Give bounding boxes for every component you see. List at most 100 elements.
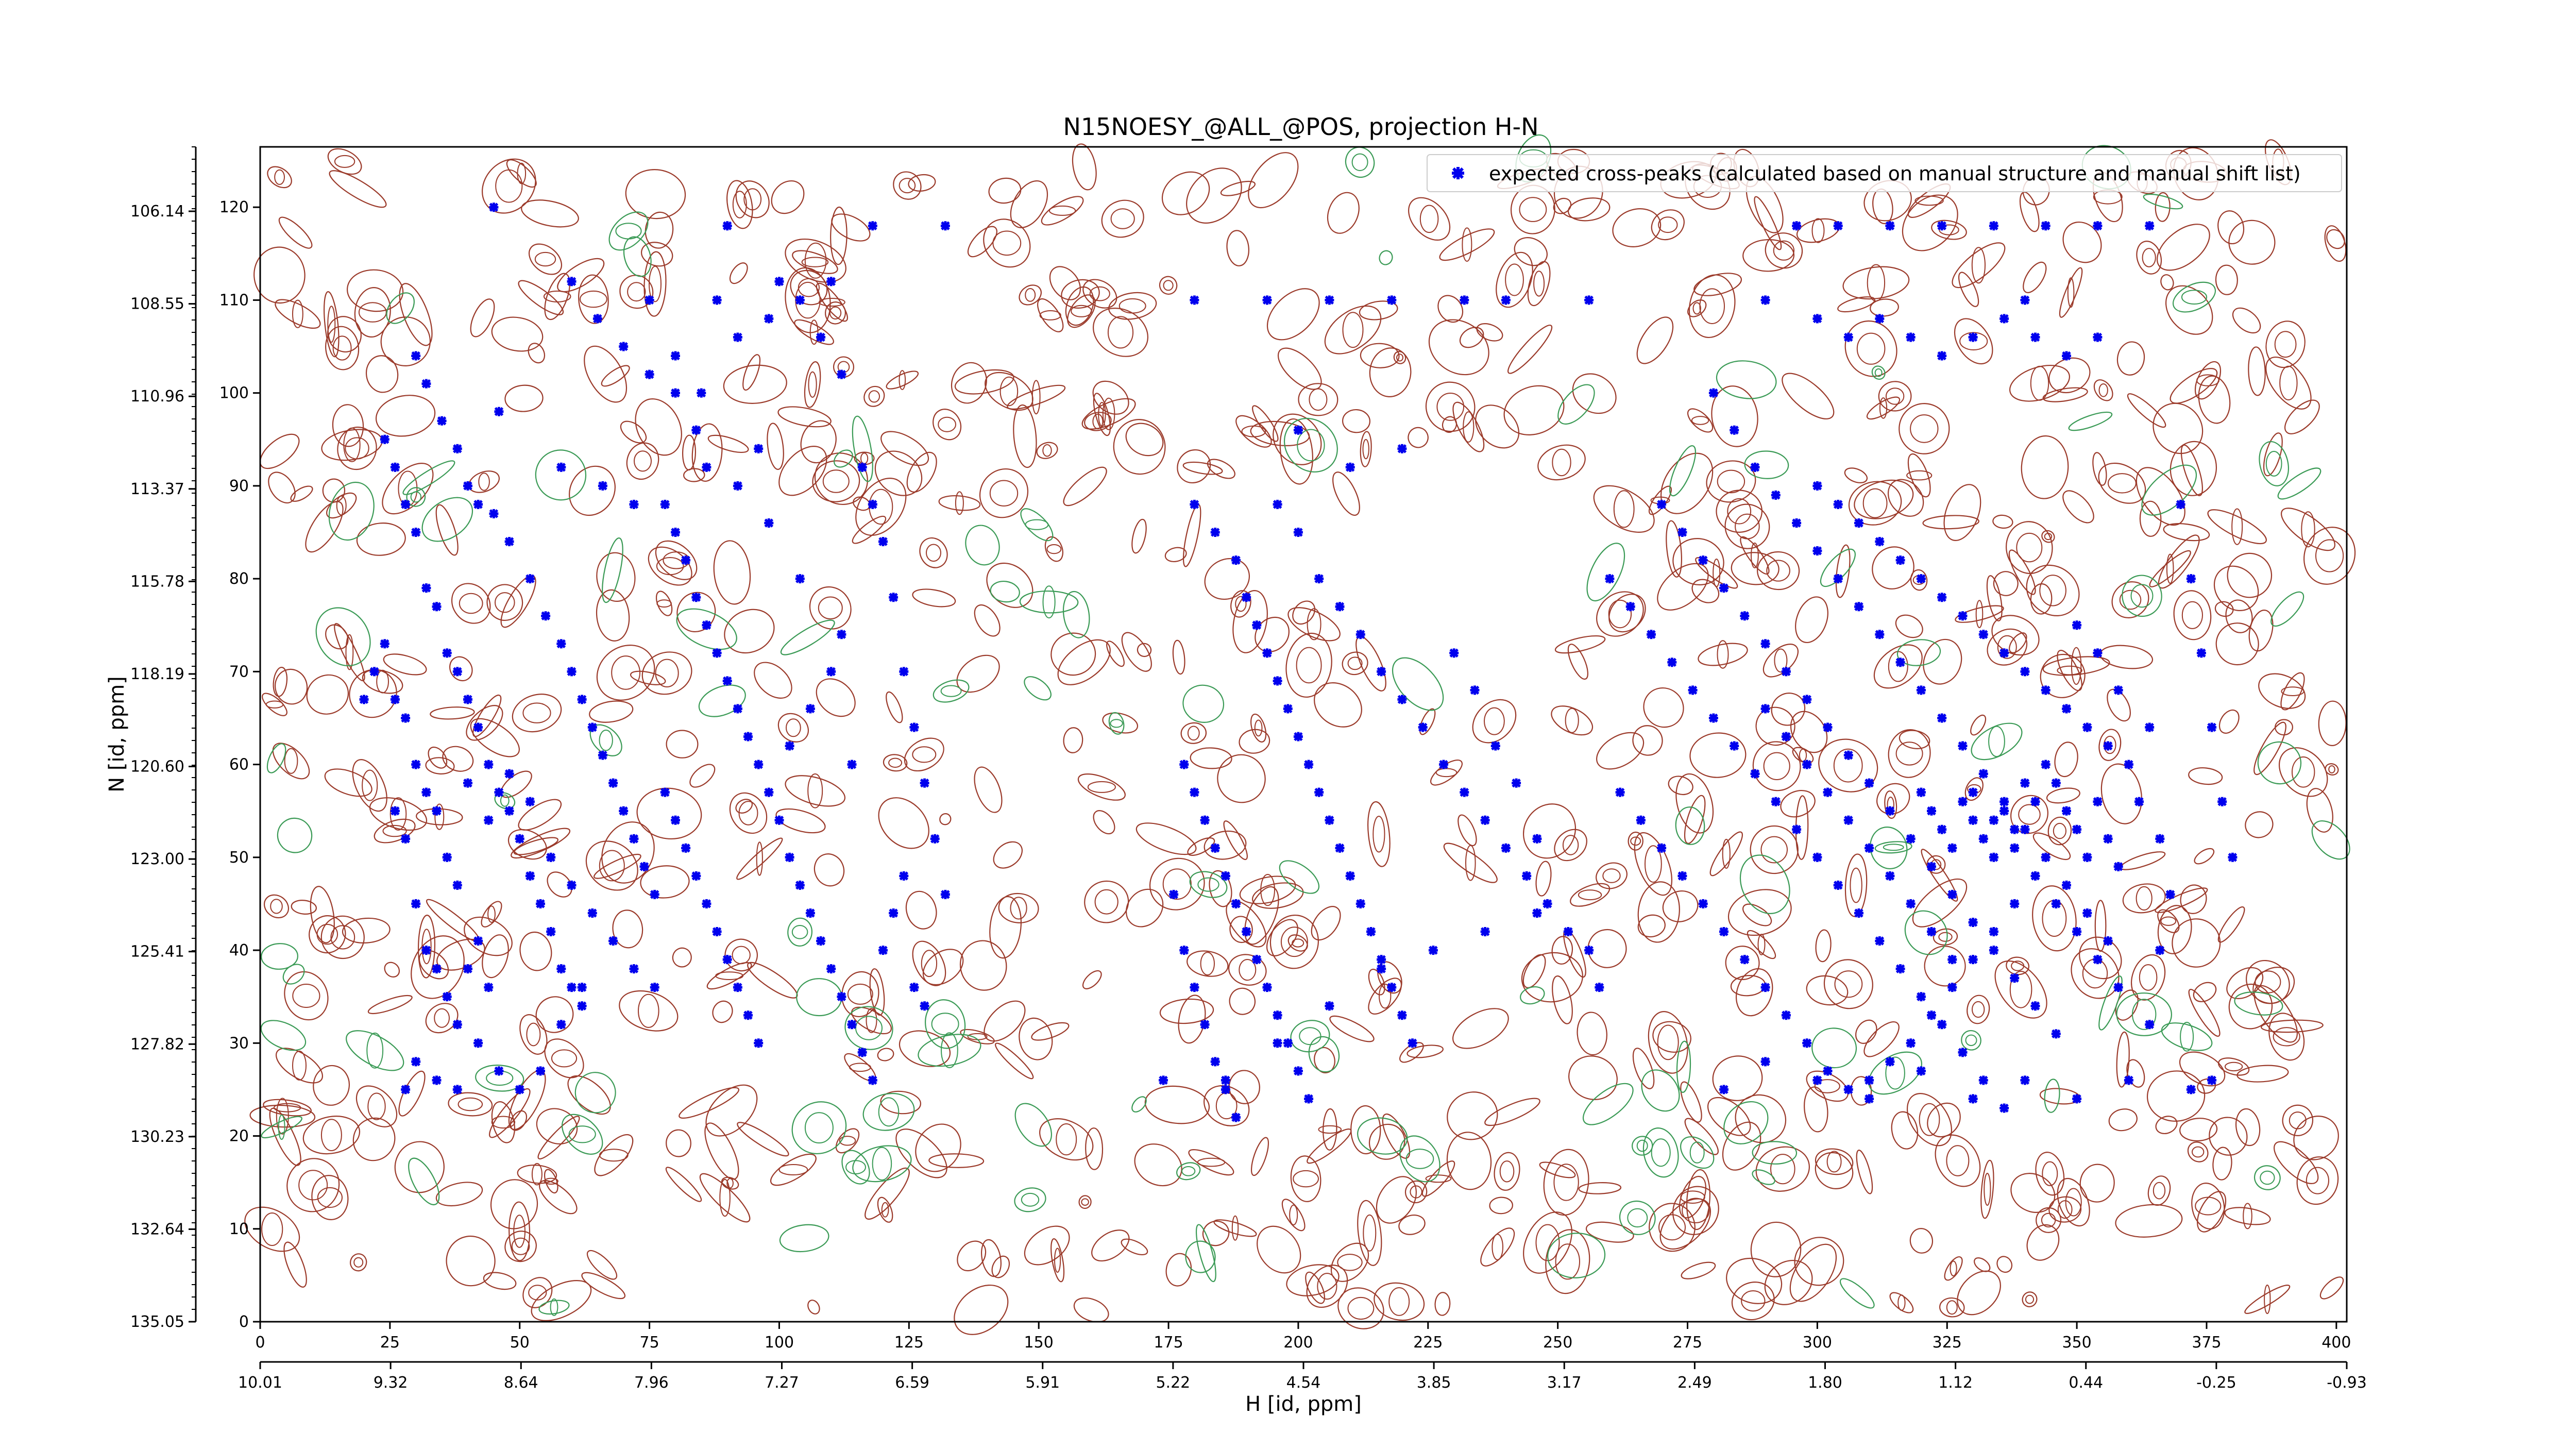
positive-contour (1067, 294, 1096, 328)
negative-contour (1627, 1208, 1648, 1227)
cross-peak-marker (1335, 843, 1345, 853)
positive-contour (1712, 1055, 1763, 1101)
cross-peak-marker (577, 1001, 587, 1011)
positive-contour (2248, 610, 2274, 652)
cross-peak-marker (805, 908, 815, 918)
positive-contour (1239, 875, 1296, 904)
positive-contour (2188, 767, 2223, 785)
positive-contour (599, 1149, 629, 1162)
cross-peak-marker (2051, 1029, 2061, 1039)
negative-contour (841, 1150, 870, 1185)
positive-contour (2217, 906, 2245, 943)
positive-contour (528, 343, 546, 364)
cross-peak-marker (1210, 843, 1220, 853)
positive-contour (785, 775, 846, 807)
negative-contour (278, 1114, 285, 1140)
positive-contour (2147, 1175, 2171, 1206)
positive-contour (742, 354, 761, 391)
cross-peak-marker (1823, 787, 1833, 797)
cross-peak-marker (1875, 630, 1885, 639)
cross-peak-marker (577, 983, 587, 992)
cross-peak-marker (1885, 806, 1895, 816)
positive-contour (1522, 954, 1546, 988)
positive-contour (1408, 427, 1429, 448)
negative-contour (1582, 1083, 1634, 1125)
positive-contour (1991, 615, 2040, 656)
negative-contour (1723, 1101, 1769, 1144)
negative-contour (1874, 368, 1883, 377)
y-tick-label: 120 (219, 198, 249, 216)
positive-contour (1161, 171, 1210, 215)
y-tick-label: 10 (229, 1220, 249, 1238)
cross-peak-marker (380, 434, 389, 444)
positive-contour (771, 180, 805, 214)
h-ppm-tick-label: 5.91 (1025, 1374, 1060, 1392)
cross-peak-marker (816, 332, 826, 342)
positive-contour (1317, 1273, 1337, 1300)
positive-contour (1922, 515, 1979, 530)
cross-peak-marker (452, 880, 462, 890)
positive-contour (1567, 644, 1588, 680)
positive-contour (1698, 643, 1748, 666)
positive-contour (249, 1104, 316, 1128)
positive-contour (2018, 804, 2041, 825)
positive-contour (324, 291, 340, 358)
positive-contour (1814, 1079, 1840, 1093)
cross-peak-marker (484, 760, 494, 769)
cross-peak-marker (1366, 927, 1376, 936)
positive-contour (1357, 1200, 1382, 1266)
cross-peak-marker (1833, 574, 1843, 584)
positive-contour (1425, 381, 1476, 432)
positive-contour (263, 1099, 312, 1117)
cross-peak-marker (1647, 630, 1656, 639)
cross-peak-marker (1325, 295, 1334, 305)
positive-contour (877, 1048, 894, 1062)
cross-peak-marker (504, 806, 514, 816)
positive-contour (974, 766, 1003, 813)
positive-contour (539, 1180, 578, 1215)
positive-contour (888, 757, 903, 768)
h-ppm-tick-label: 1.80 (1808, 1374, 1842, 1392)
positive-contour (1063, 727, 1083, 753)
positive-contour (383, 653, 427, 676)
positive-contour (1228, 1070, 1260, 1104)
positive-contour (1551, 936, 1573, 965)
positive-contour (1630, 836, 1641, 846)
negative-contour (1811, 1027, 1857, 1069)
positive-contour (2274, 1141, 2319, 1184)
h-ppm-tick-label: 5.22 (1156, 1374, 1190, 1392)
cross-peak-marker (2093, 955, 2103, 965)
negative-contour (852, 1145, 912, 1183)
positive-contour (704, 1122, 739, 1180)
positive-contour (1811, 218, 1825, 243)
n-ppm-tick-label: 113.37 (130, 480, 184, 498)
positive-contour (1084, 880, 1129, 923)
cross-peak-marker (2145, 1020, 2155, 1030)
cross-peak-marker (1428, 946, 1438, 955)
positive-contour (886, 691, 903, 723)
positive-contour (320, 915, 365, 959)
positive-contour (1239, 729, 1270, 754)
positive-contour (2180, 884, 2207, 914)
positive-contour (1987, 628, 2028, 666)
positive-contour (599, 850, 625, 882)
negative-contour (1379, 250, 1393, 265)
positive-contour (567, 1075, 611, 1115)
positive-contour (290, 485, 313, 502)
cross-peak-marker (1999, 806, 2009, 816)
positive-contour (2131, 954, 2166, 1001)
cross-peak-marker (899, 667, 909, 677)
positive-contour (449, 656, 473, 682)
y-tick-label: 110 (219, 291, 249, 309)
positive-contour (1213, 1219, 1257, 1237)
positive-contour (399, 283, 433, 346)
positive-contour (1024, 1225, 1070, 1266)
positive-contour (1666, 520, 1682, 578)
positive-contour (2166, 553, 2174, 584)
positive-contour (537, 1116, 580, 1160)
positive-contour (1435, 768, 1458, 778)
negative-contour (2172, 281, 2216, 313)
positive-contour (2253, 721, 2286, 776)
positive-contour (512, 694, 562, 733)
